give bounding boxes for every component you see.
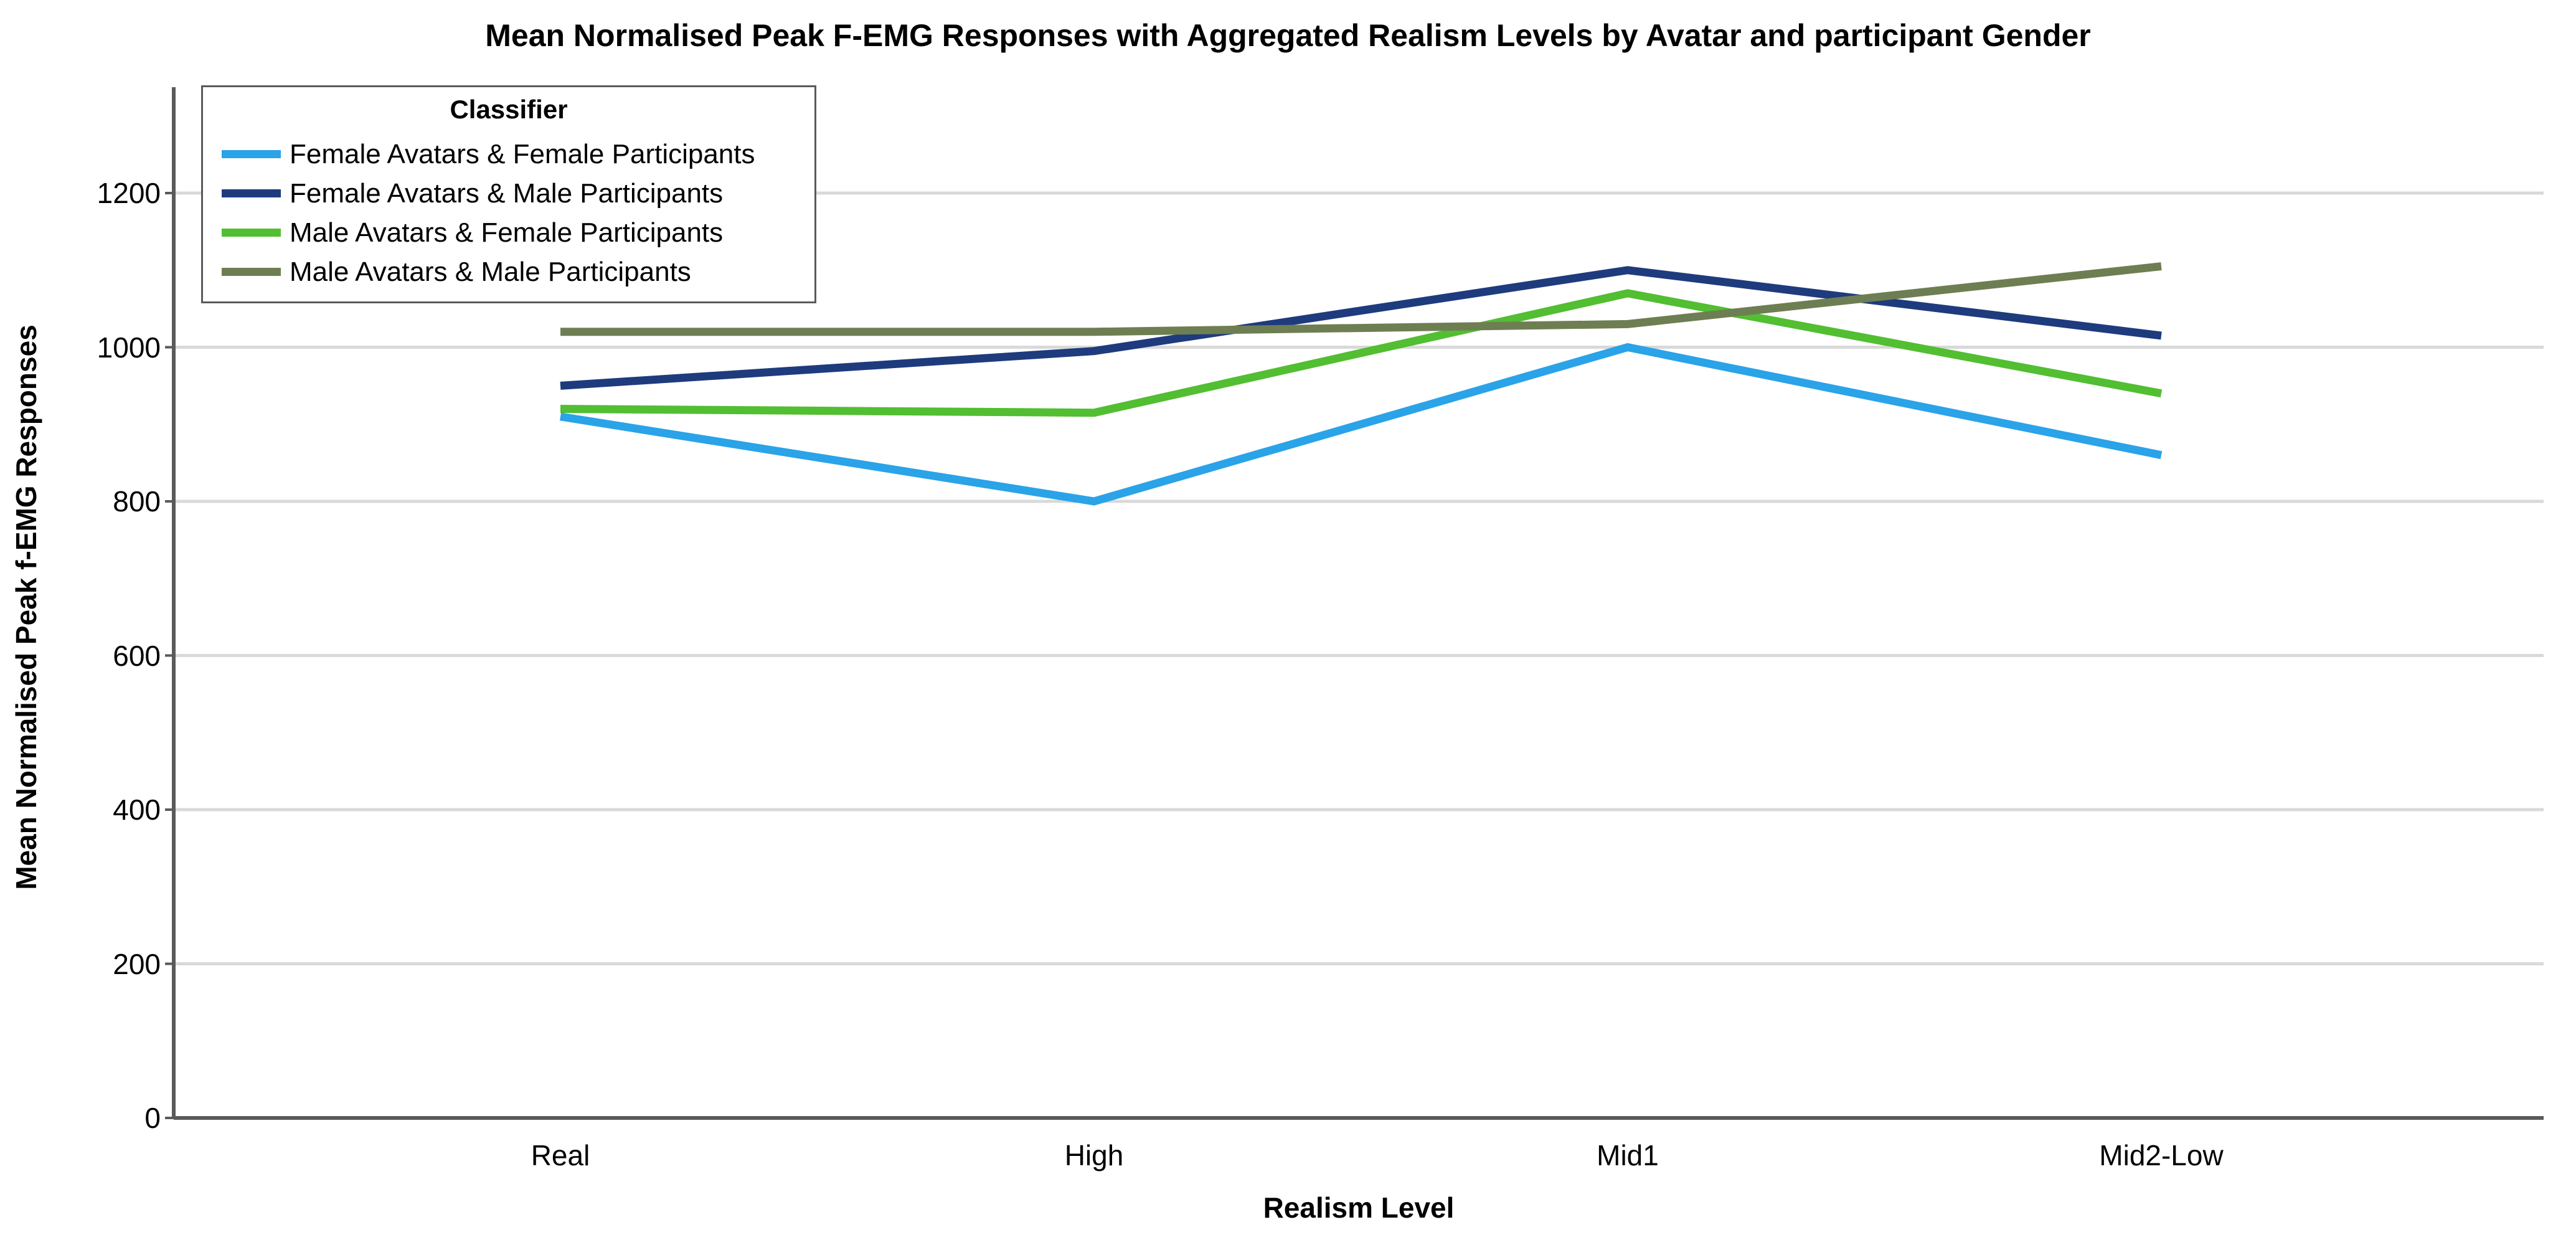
y-tick-label: 1200 <box>97 177 161 209</box>
x-tick-label: Mid1 <box>1597 1139 1659 1172</box>
y-tick-label: 600 <box>113 639 161 672</box>
legend-rows: Female Avatars & Female Participants Fema… <box>222 135 808 291</box>
y-tick-label: 400 <box>113 793 161 826</box>
legend-item: Male Avatars & Male Participants <box>222 252 808 291</box>
legend-swatch <box>222 189 281 197</box>
legend-swatch <box>222 268 281 276</box>
legend-swatch <box>222 150 281 158</box>
legend-item-label: Male Avatars & Female Participants <box>290 217 724 248</box>
legend: Classifier Female Avatars & Female Parti… <box>201 85 816 303</box>
chart-title: Mean Normalised Peak F-EMG Responses wit… <box>485 18 2091 53</box>
legend-item-label: Female Avatars & Female Participants <box>290 138 755 169</box>
y-tick-label: 0 <box>144 1102 161 1134</box>
y-tick-label: 1000 <box>97 331 161 364</box>
x-axis-title: Realism Level <box>1263 1191 1455 1224</box>
y-tick-label: 800 <box>113 485 161 518</box>
legend-item-label: Female Avatars & Male Participants <box>290 178 724 209</box>
y-tick-label: 200 <box>113 947 161 980</box>
series-line <box>560 266 2162 390</box>
legend-item: Female Avatars & Male Participants <box>222 174 808 213</box>
series-line <box>559 343 2163 506</box>
legend-swatch <box>222 229 281 237</box>
legend-item-label: Male Avatars & Male Participants <box>290 256 691 287</box>
legend-item: Female Avatars & Female Participants <box>222 135 808 174</box>
x-tick-label: Real <box>531 1139 590 1172</box>
legend-title: Classifier <box>450 95 568 124</box>
series-line <box>560 289 2163 417</box>
x-tick-label: High <box>1064 1139 1124 1172</box>
series-line <box>560 262 2162 336</box>
x-tick-label: Mid2-Low <box>2099 1139 2224 1172</box>
legend-item: Male Avatars & Female Participants <box>222 213 808 252</box>
